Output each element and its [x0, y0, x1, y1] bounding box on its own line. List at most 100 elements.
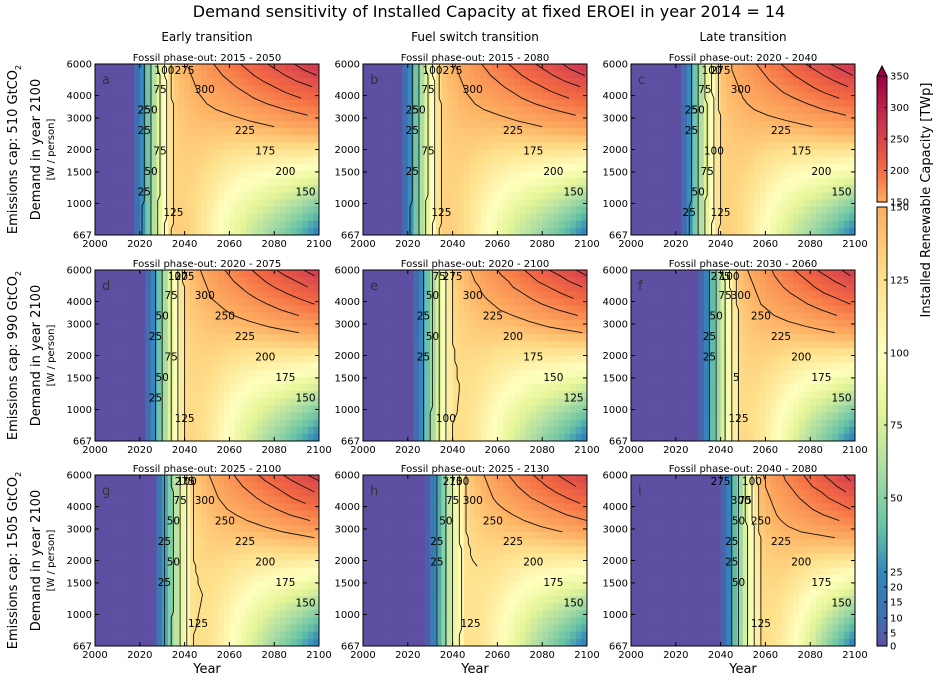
heatmap-cell: [173, 277, 180, 285]
heatmap-cell: [407, 163, 414, 172]
heatmap-cell: [240, 369, 247, 378]
heatmap-cell: [647, 128, 654, 136]
heatmap-cell: [162, 128, 169, 136]
heatmap-cell: [391, 121, 398, 129]
heatmap-cell: [787, 99, 794, 108]
heatmap-cell: [111, 178, 118, 186]
heatmap-cell: [139, 227, 146, 235]
heatmap-cell: [419, 398, 426, 406]
heatmap-cell: [229, 426, 236, 435]
heatmap-cell: [553, 185, 560, 193]
heatmap-cell: [195, 362, 202, 371]
heatmap-cell: [307, 71, 314, 79]
heatmap-cell: [285, 298, 292, 307]
heatmap-cell: [218, 334, 225, 342]
heatmap-cell: [726, 156, 733, 165]
heatmap-cell: [402, 391, 409, 399]
heatmap-cell: [134, 362, 141, 371]
heatmap-cell: [486, 121, 493, 129]
heatmap-cell: [106, 355, 113, 364]
heatmap-cell: [458, 319, 465, 328]
heatmap-cell: [123, 206, 130, 215]
heatmap-cell: [542, 142, 549, 151]
heatmap-cell: [636, 149, 643, 158]
heatmap-cell: [402, 291, 409, 300]
heatmap-cell: [815, 149, 822, 158]
heatmap-cell: [486, 319, 493, 328]
heatmap-cell: [570, 113, 577, 122]
heatmap-cell: [413, 369, 420, 378]
heatmap-cell: [715, 185, 722, 193]
heatmap-cell: [463, 64, 470, 72]
heatmap-cell: [452, 213, 459, 222]
heatmap-cell: [134, 135, 141, 143]
heatmap-cell: [815, 163, 822, 172]
heatmap-cell: [291, 71, 298, 79]
heatmap-cell: [463, 192, 470, 200]
heatmap-cell: [508, 78, 515, 86]
heatmap-cell: [519, 106, 526, 115]
heatmap-cell: [838, 178, 845, 186]
heatmap-cell: [291, 277, 298, 285]
heatmap-cell: [100, 64, 107, 72]
heatmap-cell: [469, 426, 476, 435]
heatmap-cell: [229, 298, 236, 307]
heatmap-cell: [776, 178, 783, 186]
heatmap-cell: [737, 64, 744, 72]
heatmap-cell: [151, 142, 158, 151]
heatmap-cell: [95, 99, 102, 108]
heatmap-cell: [503, 78, 510, 86]
heatmap-cell: [190, 426, 197, 435]
heatmap-cell: [508, 170, 515, 179]
heatmap-cell: [407, 348, 414, 357]
heatmap-cell: [263, 220, 270, 229]
heatmap-cell: [263, 412, 270, 421]
heatmap-cell: [519, 376, 526, 385]
contour-label: 100: [154, 65, 174, 77]
heatmap-cell: [184, 213, 191, 222]
heatmap-cell: [285, 192, 292, 200]
heatmap-cell: [145, 277, 152, 285]
heatmap-cell: [100, 362, 107, 371]
heatmap-cell: [469, 135, 476, 143]
heatmap-cell: [274, 384, 281, 392]
heatmap-cell: [653, 156, 660, 165]
heatmap-cell: [424, 433, 431, 441]
heatmap-cell: [559, 213, 566, 222]
heatmap-cell: [117, 178, 124, 186]
heatmap-cell: [547, 85, 554, 94]
contour-label: 175: [523, 146, 543, 158]
heatmap-cell: [692, 113, 699, 122]
heatmap-cell: [486, 376, 493, 385]
heatmap-cell: [296, 362, 303, 371]
heatmap-cell: [128, 163, 135, 172]
heatmap-cell: [715, 163, 722, 172]
heatmap-cell: [503, 355, 510, 364]
heatmap-cell: [162, 270, 169, 278]
heatmap-cell: [100, 206, 107, 215]
heatmap-cell: [491, 121, 498, 129]
heatmap-cell: [821, 192, 828, 200]
heatmap-cell: [374, 113, 381, 122]
heatmap-cell: [190, 277, 197, 285]
heatmap-cell: [664, 227, 671, 235]
heatmap-cell: [274, 71, 281, 79]
heatmap-cell: [134, 206, 141, 215]
heatmap-cell: [564, 185, 571, 193]
heatmap-cell: [291, 185, 298, 193]
heatmap-cell: [430, 384, 437, 392]
heatmap-cell: [503, 156, 510, 165]
heatmap-cell: [374, 334, 381, 342]
x-tick-label: 2060: [753, 239, 778, 250]
heatmap-cell: [263, 178, 270, 186]
heatmap-cell: [285, 213, 292, 222]
heatmap-cell: [184, 291, 191, 300]
heatmap-cell: [447, 305, 454, 314]
heatmap-cell: [201, 135, 208, 143]
heatmap-cell: [95, 185, 102, 193]
heatmap-cell: [123, 376, 130, 385]
heatmap-cell: [207, 412, 214, 421]
heatmap-cell: [184, 412, 191, 421]
heatmap-cell: [396, 298, 403, 307]
heatmap-cell: [257, 319, 264, 328]
